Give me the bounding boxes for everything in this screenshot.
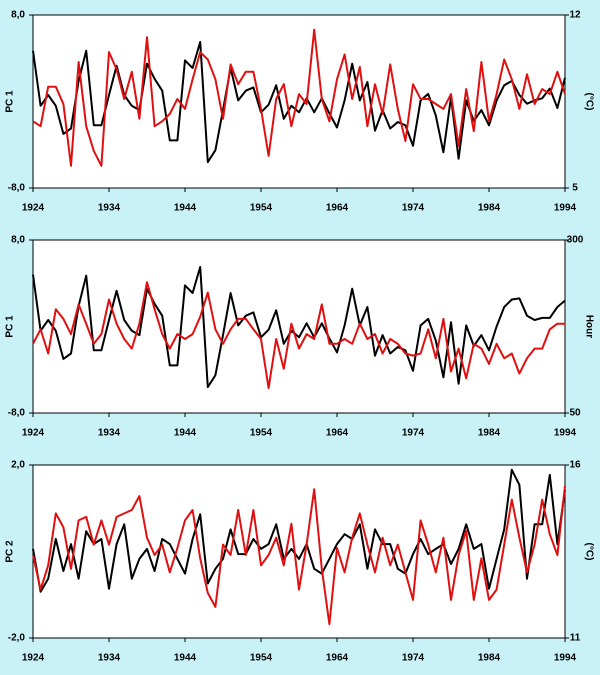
series-line <box>32 281 565 390</box>
y2-axis-label: (°C) <box>583 93 594 111</box>
y-axis-label: PC 2 <box>5 540 16 563</box>
x-tick-label: 1944 <box>174 203 197 214</box>
y-axis-label: PC 1 <box>5 90 16 113</box>
x-tick-label: 1974 <box>402 428 425 439</box>
y2-tick-label: 11 <box>570 633 581 644</box>
y2-axis-label: Hour <box>583 315 594 338</box>
y2-tick-label: 5 <box>572 183 578 194</box>
x-tick-label: 1954 <box>250 203 273 214</box>
plot-area <box>32 464 566 639</box>
x-tick-label: 1924 <box>22 428 45 439</box>
y2-tick-label: 300 <box>567 235 584 246</box>
x-tick-label: 1984 <box>478 653 501 664</box>
y-tick-label: -8,0 <box>8 183 26 194</box>
series-line <box>32 485 566 626</box>
y2-axis-label: (°C) <box>583 543 594 561</box>
x-tick-label: 1934 <box>98 203 121 214</box>
y2-tick-label: 16 <box>569 460 581 471</box>
x-tick-label: 1994 <box>554 428 577 439</box>
series-line <box>32 266 566 389</box>
x-tick-label: 1964 <box>326 428 349 439</box>
x-tick-label: 1954 <box>250 428 273 439</box>
x-tick-label: 1974 <box>402 203 425 214</box>
x-tick-label: 1954 <box>250 653 273 664</box>
x-tick-label: 1964 <box>326 203 349 214</box>
x-tick-label: 1924 <box>22 203 45 214</box>
x-tick-label: 1934 <box>98 428 121 439</box>
y-tick-label: 8,0 <box>11 10 25 21</box>
y-axis-label: PC 1 <box>5 315 16 338</box>
x-tick-label: 1944 <box>174 653 197 664</box>
y2-tick-label: 50 <box>569 408 581 419</box>
x-tick-label: 1984 <box>478 203 501 214</box>
x-tick-label: 1994 <box>554 203 577 214</box>
x-tick-label: 1934 <box>98 653 121 664</box>
x-tick-label: 1994 <box>554 653 577 664</box>
y-tick-label: 8,0 <box>11 235 25 246</box>
x-tick-label: 1964 <box>326 653 349 664</box>
x-tick-label: 1974 <box>402 653 425 664</box>
plot-area <box>32 239 566 414</box>
x-tick-label: 1984 <box>478 428 501 439</box>
x-tick-label: 1944 <box>174 428 197 439</box>
series-line <box>32 468 566 593</box>
series-line <box>32 28 566 167</box>
x-tick-label: 1924 <box>22 653 45 664</box>
y-tick-label: 2,0 <box>11 460 25 471</box>
plot-area <box>32 14 566 189</box>
y-tick-label: -8,0 <box>8 408 26 419</box>
y-tick-label: -2,0 <box>8 633 26 644</box>
y2-tick-label: 12 <box>569 10 581 21</box>
